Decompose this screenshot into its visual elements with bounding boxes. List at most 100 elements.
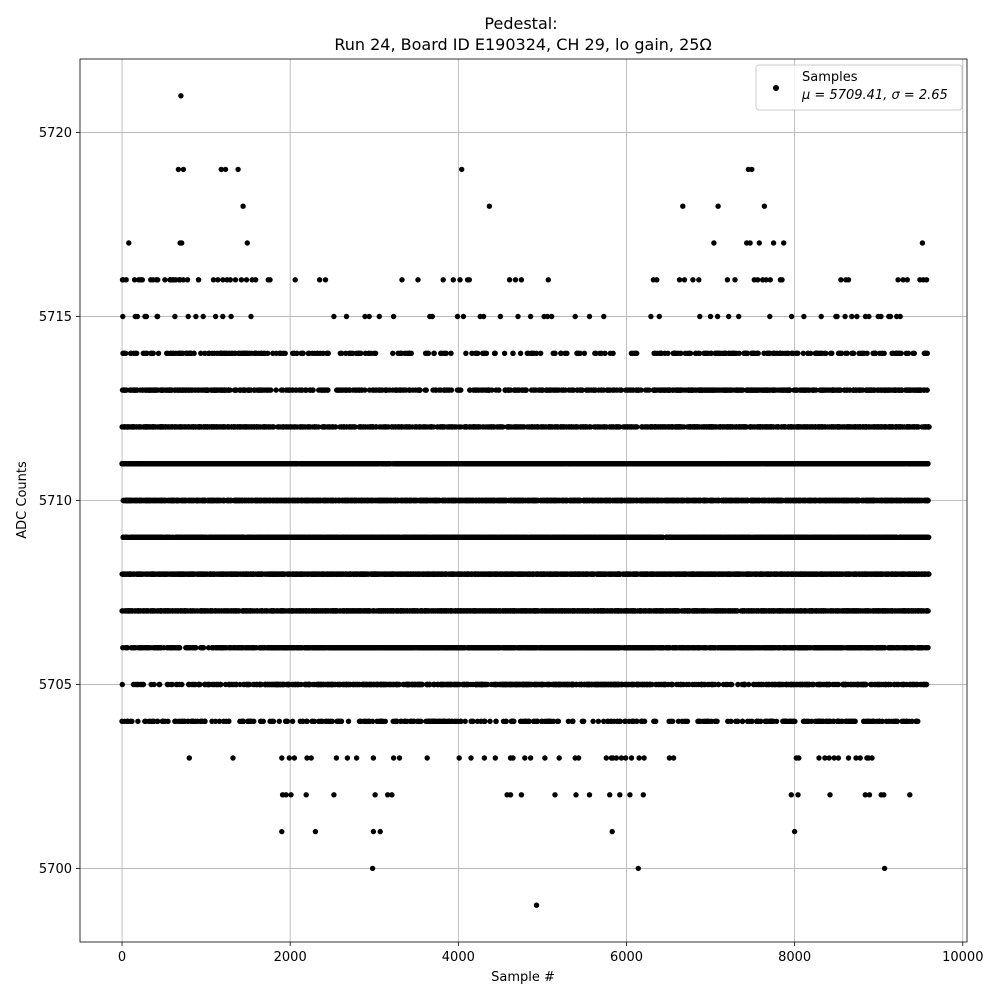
data-point <box>458 718 464 724</box>
data-point <box>431 718 437 724</box>
data-point <box>267 681 273 688</box>
data-point <box>307 608 313 614</box>
data-point <box>280 681 286 688</box>
data-point <box>481 608 487 614</box>
data-point <box>561 681 567 688</box>
data-point <box>523 608 529 614</box>
data-point <box>924 608 930 614</box>
data-point <box>532 718 539 724</box>
data-point <box>894 718 901 724</box>
data-point <box>845 718 852 724</box>
data-point <box>138 681 145 688</box>
data-point <box>487 718 493 724</box>
data-point <box>490 608 497 614</box>
data-point <box>462 718 468 724</box>
data-point <box>313 681 320 688</box>
data-point <box>207 681 213 688</box>
data-point <box>541 608 547 614</box>
data-point <box>332 681 338 688</box>
data-point <box>559 608 565 614</box>
data-point <box>258 718 264 724</box>
data-point <box>846 645 852 651</box>
data-point <box>464 681 470 688</box>
data-point <box>482 718 488 724</box>
data-point <box>309 718 316 724</box>
data-point <box>590 645 596 651</box>
data-point <box>715 681 721 688</box>
data-point <box>767 718 773 724</box>
data-point <box>239 608 246 614</box>
data-point <box>780 718 787 724</box>
data-point <box>607 608 613 614</box>
data-point <box>734 718 741 724</box>
data-point <box>237 571 244 577</box>
data-point <box>801 645 807 651</box>
data-point <box>296 645 302 651</box>
data-point <box>591 608 598 614</box>
data-point <box>283 645 290 651</box>
data-point <box>374 645 380 651</box>
data-point <box>825 608 832 614</box>
data-point <box>313 645 320 651</box>
data-point <box>727 608 733 614</box>
data-point <box>156 681 162 688</box>
data-point <box>125 718 131 724</box>
data-point <box>746 681 752 688</box>
data-point <box>695 645 702 651</box>
data-point <box>292 608 298 614</box>
data-point <box>834 608 841 614</box>
data-point <box>825 681 832 688</box>
data-point <box>569 718 575 724</box>
data-point <box>297 608 304 614</box>
data-point <box>742 608 748 614</box>
data-point <box>129 718 135 724</box>
data-point <box>190 681 196 688</box>
data-point <box>622 718 628 724</box>
data-point <box>314 608 320 614</box>
data-point <box>380 718 386 724</box>
data-point <box>661 645 667 651</box>
data-point <box>712 645 718 651</box>
data-point <box>130 681 137 688</box>
data-point <box>629 681 635 688</box>
data-point <box>128 571 134 577</box>
data-point <box>240 681 247 688</box>
data-point <box>725 718 731 724</box>
data-point <box>481 645 487 651</box>
data-point <box>575 608 581 614</box>
data-point <box>876 718 883 724</box>
data-point <box>617 718 623 724</box>
data-point <box>325 718 332 724</box>
data-point <box>226 718 232 724</box>
data-point <box>205 645 212 651</box>
data-point <box>257 645 263 651</box>
data-point <box>817 645 824 651</box>
data-point <box>262 608 268 614</box>
data-point <box>701 645 707 651</box>
data-point <box>852 718 858 724</box>
data-point <box>684 681 690 688</box>
data-point <box>304 645 311 651</box>
data-point <box>668 718 674 724</box>
data-point <box>145 645 151 651</box>
data-point <box>906 718 913 724</box>
data-point <box>651 608 657 614</box>
data-point <box>163 608 170 614</box>
data-point <box>616 681 622 688</box>
data-point <box>418 718 424 724</box>
data-point <box>684 718 691 724</box>
data-point <box>918 608 925 614</box>
data-point <box>119 681 126 688</box>
data-point <box>635 681 642 688</box>
data-point <box>776 681 782 688</box>
data-point <box>395 681 401 688</box>
data-point <box>499 645 505 651</box>
data-point <box>608 718 614 724</box>
data-point <box>659 608 665 614</box>
data-point <box>861 718 867 724</box>
data-point <box>851 608 857 614</box>
data-point <box>598 681 605 688</box>
data-point <box>758 608 764 614</box>
data-point <box>164 681 170 688</box>
